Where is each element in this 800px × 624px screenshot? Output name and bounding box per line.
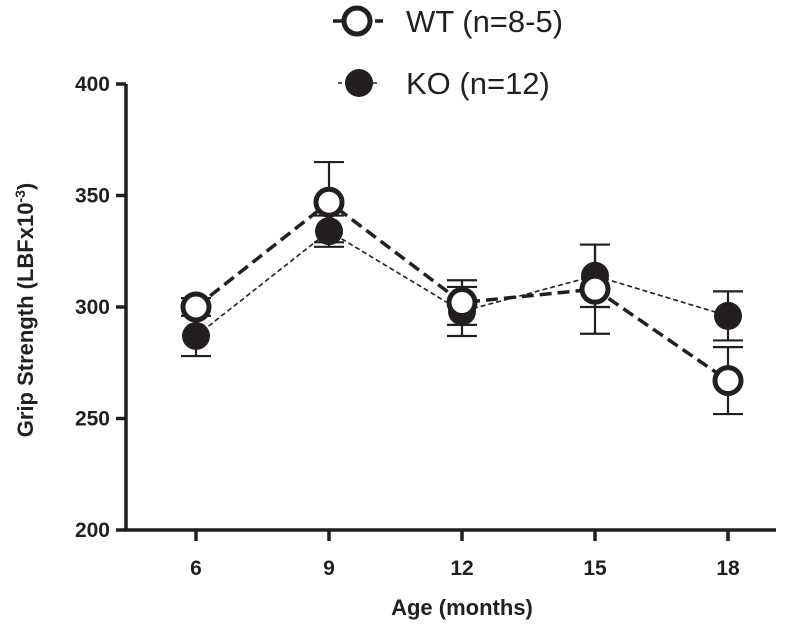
data-point-wt: [579, 273, 611, 305]
legend: WT (n=8-5) KO (n=12): [333, 4, 563, 101]
y-tick-label: 250: [75, 408, 110, 431]
data-point-wt: [180, 291, 212, 323]
x-axis-title: Age (months): [391, 595, 533, 620]
data-point-wt: [712, 365, 744, 397]
y-axis-title-suffix: ): [13, 183, 38, 190]
y-axis-title: Grip Strength (LBFx10-3): [12, 183, 38, 437]
x-tick-label: 15: [583, 557, 607, 580]
y-axis-title-superscript: -3: [12, 190, 28, 203]
legend-ko-label: KO (n=12): [406, 66, 550, 101]
data-point-ko: [315, 217, 343, 246]
legend-wt-marker: [341, 5, 373, 37]
data-point-ko: [714, 301, 742, 330]
legend-wt-label: WT (n=8-5): [406, 4, 563, 39]
x-tick-label: 9: [323, 557, 335, 580]
x-tick-label: 18: [716, 557, 740, 580]
legend-entry-ko: KO (n=12): [338, 66, 550, 101]
x-axis: 6 9 12 15 18: [124, 528, 776, 580]
data-point-wt: [446, 287, 478, 319]
y-tick-label: 300: [75, 296, 110, 319]
legend-ko-marker: [345, 69, 373, 97]
data-point-wt: [313, 186, 345, 218]
data-point-ko: [182, 321, 210, 350]
y-tick-label: 400: [75, 73, 110, 96]
plot-area: [180, 160, 744, 416]
y-axis-title-main: Grip Strength (LBFx10: [13, 203, 38, 438]
y-tick-label: 350: [75, 185, 110, 208]
y-axis: 200 250 300 350 400: [75, 73, 128, 542]
y-tick-label: 200: [75, 519, 110, 542]
x-tick-label: 6: [190, 557, 202, 580]
x-tick-label: 12: [450, 557, 473, 580]
legend-entry-wt: WT (n=8-5): [333, 4, 563, 39]
